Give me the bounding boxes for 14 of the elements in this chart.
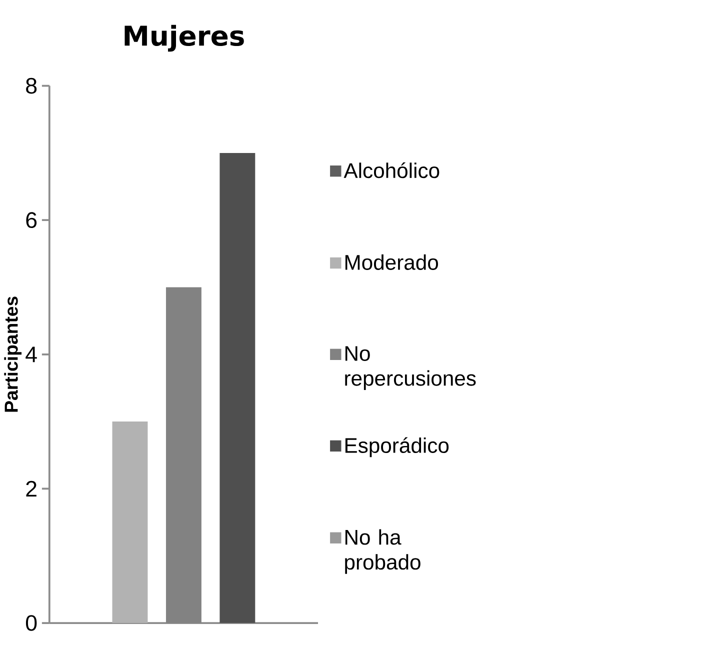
- y-tick-label: 0: [26, 614, 37, 631]
- legend-label: Esporádico: [345, 437, 449, 457]
- y-tick-label: 6: [26, 212, 37, 228]
- y-axis-title: Participantes: [4, 296, 22, 412]
- bar: [220, 152, 256, 623]
- legend-label: No repercusiones: [345, 346, 476, 390]
- y-tick-label: 2: [26, 480, 36, 496]
- legend-label: Moderado: [345, 254, 438, 270]
- bar: [112, 421, 148, 623]
- chart-title: Mujeres: [124, 24, 244, 52]
- legend-label: Alcohólico: [344, 162, 440, 178]
- legend-label: No ha probado: [345, 529, 420, 574]
- y-tick-label: 4: [26, 346, 37, 362]
- y-tick-label: 8: [26, 78, 37, 94]
